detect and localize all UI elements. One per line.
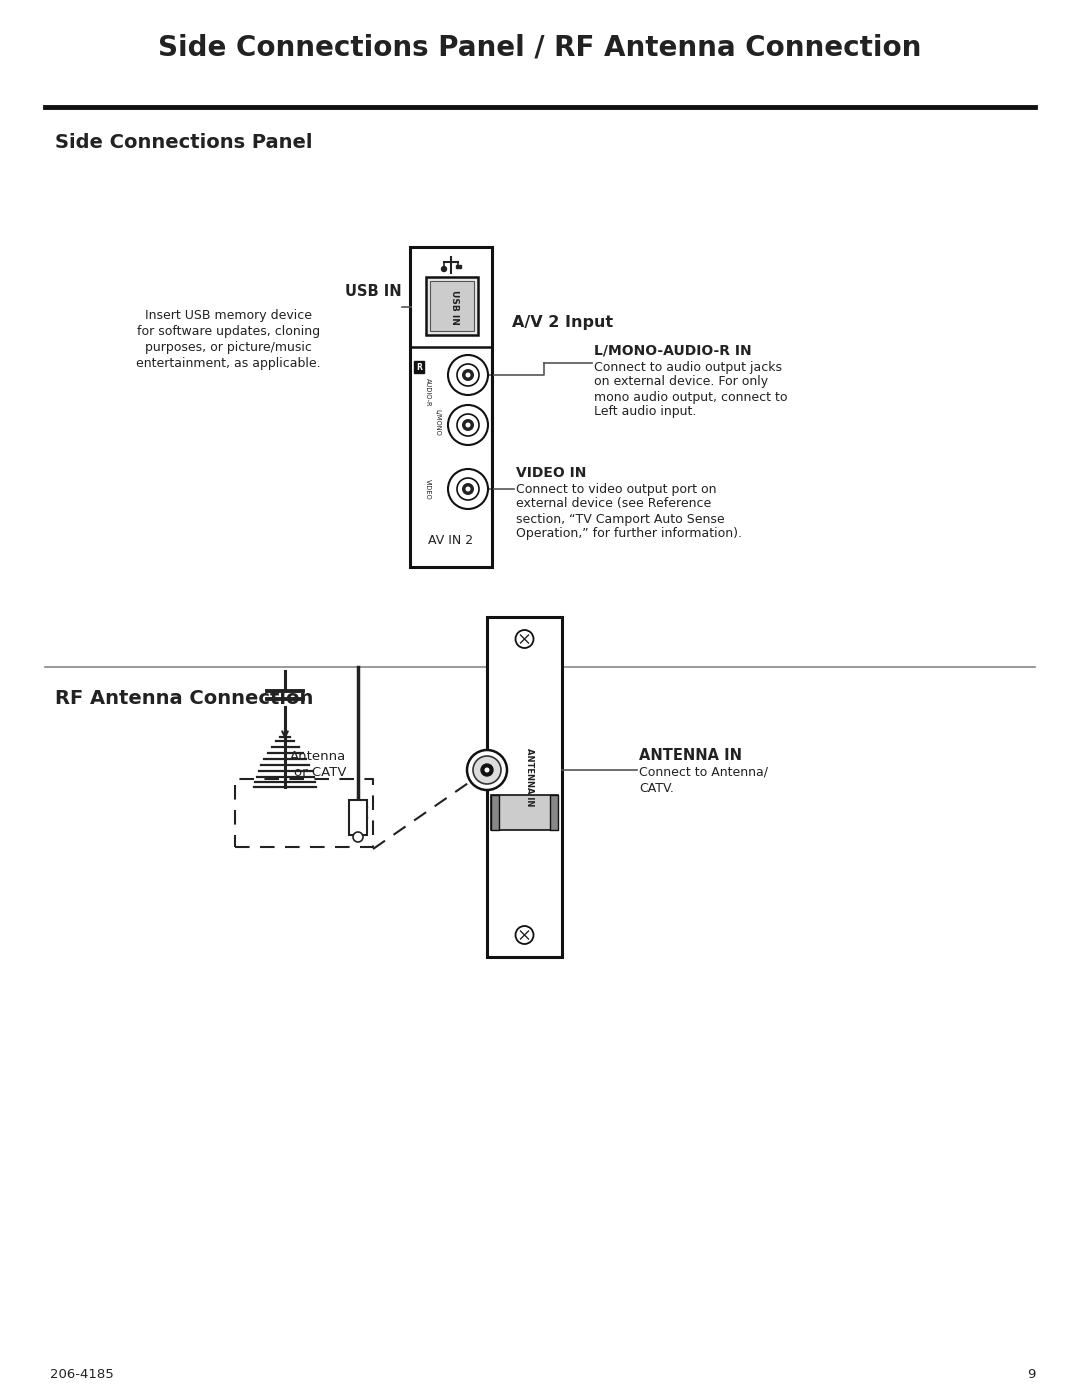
Text: AV IN 2: AV IN 2: [429, 535, 473, 548]
Bar: [430, 281, 474, 331]
Text: VIDEO: VIDEO: [426, 479, 431, 499]
Circle shape: [353, 833, 363, 842]
Circle shape: [473, 756, 501, 784]
Circle shape: [481, 764, 492, 775]
Text: L/MONO-AUDIO-R IN: L/MONO-AUDIO-R IN: [594, 344, 752, 358]
Circle shape: [462, 369, 474, 381]
Text: Connect to Antenna/: Connect to Antenna/: [639, 766, 768, 778]
Text: RF Antenna Connection: RF Antenna Connection: [55, 690, 313, 708]
Circle shape: [465, 373, 471, 377]
Text: Operation,” for further information).: Operation,” for further information).: [516, 528, 742, 541]
Text: A/V 2 Input: A/V 2 Input: [512, 316, 613, 331]
Circle shape: [448, 469, 488, 509]
Text: for software updates, cloning: for software updates, cloning: [137, 324, 320, 338]
Text: or CATV: or CATV: [294, 767, 346, 780]
Text: section, “TV Camport Auto Sense: section, “TV Camport Auto Sense: [516, 513, 725, 525]
Bar: [491, 795, 499, 830]
Circle shape: [515, 630, 534, 648]
Circle shape: [467, 750, 507, 789]
Circle shape: [465, 422, 471, 427]
Text: USB IN: USB IN: [449, 289, 459, 324]
Text: 206-4185: 206-4185: [50, 1369, 113, 1382]
Circle shape: [465, 486, 471, 492]
Bar: [550, 795, 558, 830]
Circle shape: [462, 419, 474, 432]
Text: purposes, or picture/music: purposes, or picture/music: [145, 341, 312, 353]
Circle shape: [442, 267, 446, 271]
Circle shape: [515, 926, 534, 944]
Circle shape: [462, 483, 474, 495]
Circle shape: [448, 405, 488, 446]
Text: Left audio input.: Left audio input.: [594, 405, 697, 419]
Circle shape: [485, 767, 489, 773]
Text: 9: 9: [1027, 1369, 1035, 1382]
Bar: [487, 617, 562, 957]
Text: Side Connections Panel: Side Connections Panel: [55, 133, 312, 151]
Text: L/MONO: L/MONO: [434, 408, 440, 436]
Text: AUDIO-R: AUDIO-R: [426, 377, 431, 407]
Text: mono audio output, connect to: mono audio output, connect to: [594, 391, 787, 404]
Circle shape: [457, 414, 480, 436]
Text: USB IN: USB IN: [346, 284, 402, 299]
Text: entertainment, as applicable.: entertainment, as applicable.: [136, 356, 321, 369]
Text: external device (see Reference: external device (see Reference: [516, 497, 712, 510]
Text: R: R: [416, 362, 422, 372]
Bar: [456, 264, 460, 268]
Text: Side Connections Panel / RF Antenna Connection: Side Connections Panel / RF Antenna Conn…: [159, 34, 921, 61]
Text: Antenna: Antenna: [289, 750, 346, 764]
Text: on external device. For only: on external device. For only: [594, 376, 768, 388]
Text: ANTENNA IN: ANTENNA IN: [525, 747, 534, 806]
Text: CATV.: CATV.: [639, 781, 674, 795]
Circle shape: [457, 365, 480, 386]
Text: Connect to audio output jacks: Connect to audio output jacks: [594, 360, 782, 373]
Bar: [491, 795, 558, 830]
Bar: [410, 247, 492, 567]
Text: ANTENNA IN: ANTENNA IN: [639, 747, 742, 763]
Bar: [426, 277, 478, 335]
Text: Connect to video output port on: Connect to video output port on: [516, 482, 716, 496]
Text: Insert USB memory device: Insert USB memory device: [145, 309, 312, 321]
Text: VIDEO IN: VIDEO IN: [516, 467, 586, 481]
Circle shape: [448, 355, 488, 395]
Bar: [349, 800, 367, 835]
Circle shape: [457, 478, 480, 500]
